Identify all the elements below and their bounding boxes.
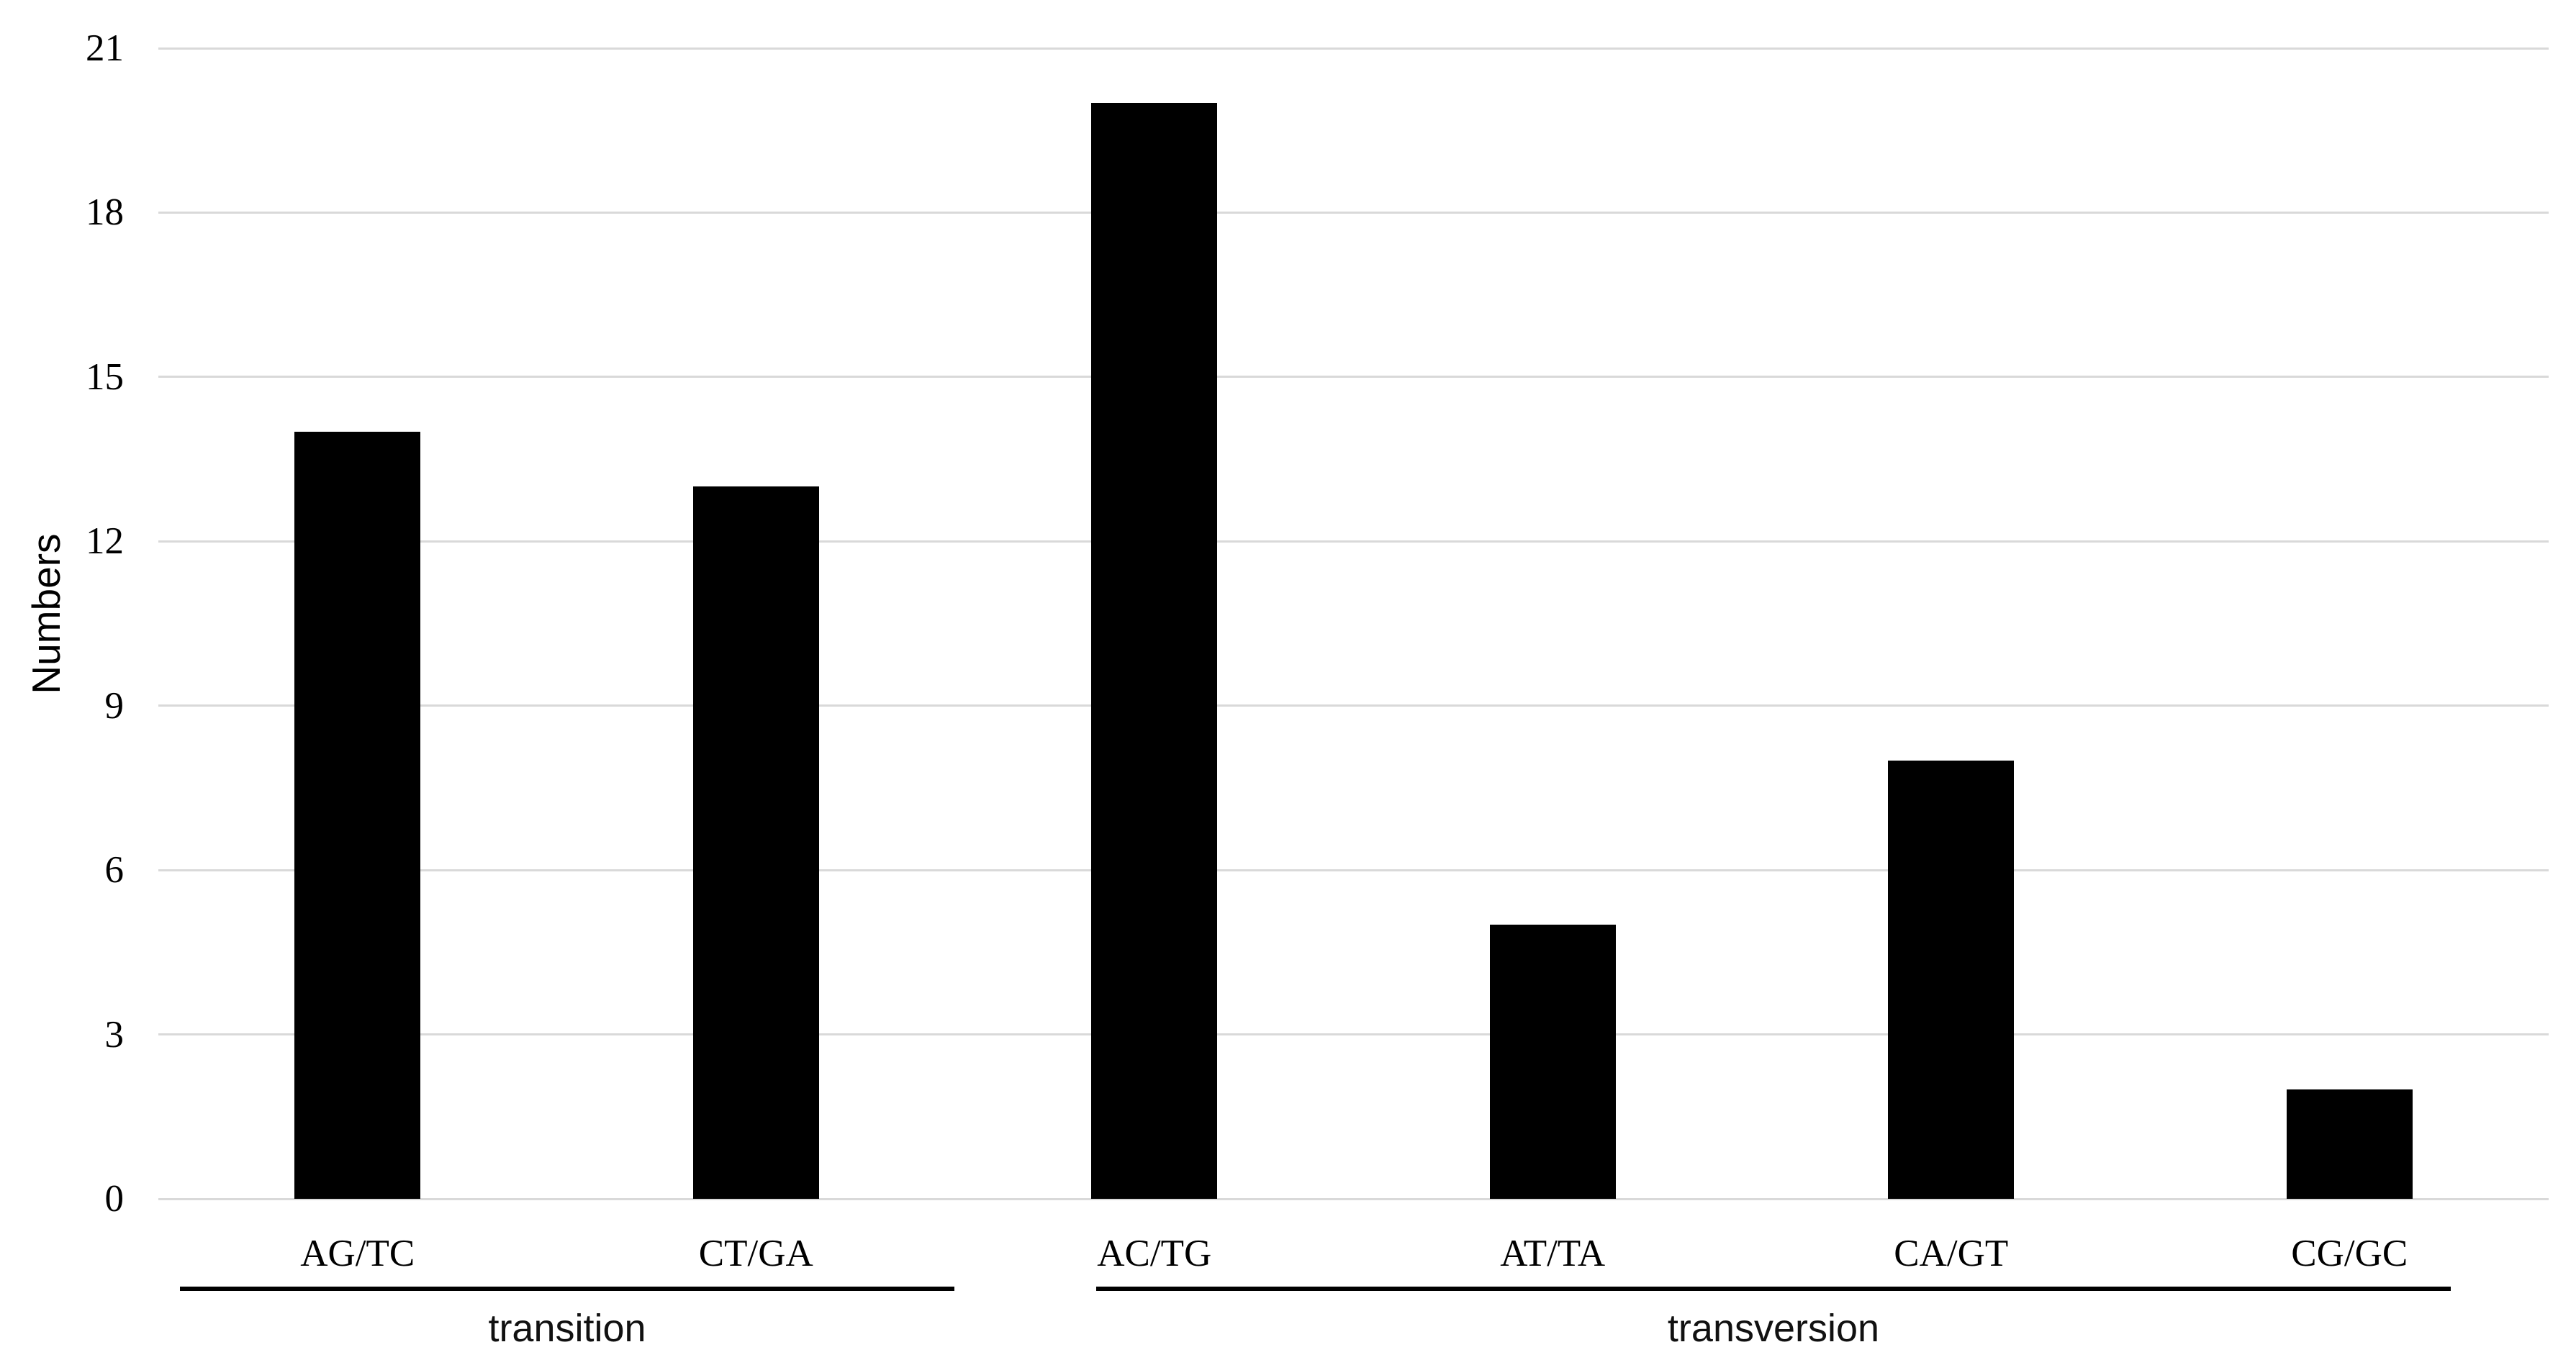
x-tick-label-ac-tg: AC/TG [1097,1233,1212,1274]
group-underline-transition [180,1287,954,1291]
group-label-transition: transition [488,1307,646,1350]
y-tick-label-15: 15 [86,355,124,398]
y-tick-label-9: 9 [104,684,125,727]
gridline-y-21 [158,47,2549,50]
gridline-y-9 [158,704,2549,707]
y-tick-label-6: 6 [104,849,125,892]
gridline-y-3 [158,1033,2549,1036]
bar-ca-gt [1888,760,2015,1199]
gridline-y-6 [158,869,2549,871]
bar-ac-tg [1091,103,1218,1199]
bar-ct-ga [692,486,819,1199]
gridline-y-18 [158,211,2549,214]
gridline-y-15 [158,376,2549,378]
bar-at-ta [1489,925,1616,1199]
y-tick-label-21: 21 [86,27,124,69]
y-tick-label-18: 18 [86,191,124,234]
bar-ag-tc [294,432,421,1199]
y-tick-label-12: 12 [86,520,124,563]
x-tick-label-cg-gc: CG/GC [2291,1233,2408,1274]
x-tick-label-ct-ga: CT/GA [698,1233,813,1274]
group-label-transversion: transversion [1667,1307,1880,1350]
gridline-y-0 [158,1197,2549,1200]
group-underline-transversion [1096,1287,2451,1291]
x-tick-label-ca-gt: CA/GT [1894,1233,2009,1274]
y-tick-label-3: 3 [104,1013,125,1056]
x-tick-label-at-ta: AT/TA [1500,1233,1606,1274]
gridline-y-12 [158,540,2549,543]
x-tick-label-ag-tc: AG/TC [300,1233,415,1274]
bar-cg-gc [2286,1089,2413,1199]
y-tick-label-0: 0 [104,1178,125,1220]
